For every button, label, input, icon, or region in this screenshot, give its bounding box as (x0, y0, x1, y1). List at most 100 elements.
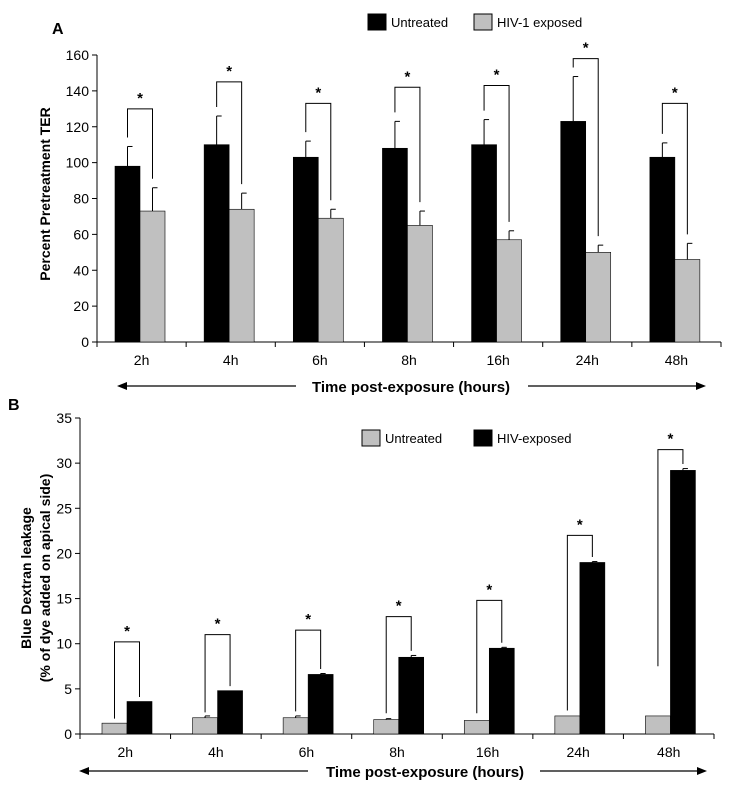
b-significance-label: * (396, 598, 402, 615)
a-significance-bracket (127, 108, 153, 179)
legend-label-untreated-b: Untreated (385, 431, 442, 446)
panel-a-legend: Untreated HIV-1 exposed (367, 13, 582, 31)
a-bar-s1 (203, 144, 230, 343)
panel-a-y-axis-label: Percent Pretreatment TER (37, 107, 53, 281)
panel-b-legend: Untreated HIV-exposed (361, 429, 571, 447)
b-bar-s1 (645, 715, 671, 735)
panel-b-label: B (8, 397, 20, 414)
panel-b-plot: 0 5 10 15 20 25 30 35 2h * 4h * 6h * 8h * 16h * 24h * 48h * (56, 410, 715, 760)
a-category-label: 6h (312, 352, 328, 368)
b-significance-bracket (657, 449, 684, 667)
b-significance-bracket (295, 629, 322, 712)
a-y-tick-label: 40 (73, 262, 89, 278)
b-y-tick-label: 5 (64, 681, 72, 697)
b-significance-label: * (305, 611, 311, 628)
b-significance-label: * (124, 623, 130, 640)
b-category-label: 24h (566, 744, 589, 760)
panel-b-y-axis-label-line-1: Blue Dextran leakage (18, 507, 34, 649)
b-category-label: 2h (117, 744, 133, 760)
b-category-label: 8h (389, 744, 405, 760)
legend-swatch-hiv-exposed-b (473, 429, 493, 447)
a-significance-label: * (226, 63, 232, 80)
a-bar-s2 (228, 208, 255, 343)
b-bar-s1 (282, 717, 309, 735)
a-category-label: 4h (223, 352, 239, 368)
a-y-tick-label: 80 (73, 191, 89, 207)
b-bar-s1 (192, 717, 218, 735)
b-y-tick-label: 20 (56, 545, 72, 561)
a-bar-s2 (674, 259, 701, 343)
a-significance-label: * (583, 40, 589, 57)
panel-a-label: A (52, 21, 64, 38)
b-significance-bracket (476, 599, 503, 714)
a-significance-label: * (405, 68, 411, 85)
b-significance-bracket (204, 634, 231, 713)
panel-b-time-arrow (79, 767, 707, 775)
legend-label-untreated: Untreated (391, 15, 448, 30)
legend-swatch-untreated-b (361, 429, 381, 447)
a-significance-bracket (661, 102, 688, 235)
b-y-tick-label: 35 (56, 410, 72, 426)
a-category-label: 2h (134, 352, 150, 368)
a-bar-s1 (471, 144, 497, 343)
b-bar-s2 (126, 701, 153, 735)
a-significance-bracket (394, 86, 421, 203)
a-bar-s2 (407, 225, 433, 343)
panel-a: A Percent Pretreatment TER Time post-exp… (37, 13, 722, 396)
b-bar-s1 (463, 720, 490, 735)
b-bar-s2 (488, 647, 515, 735)
legend-swatch-untreated (367, 13, 387, 31)
b-y-tick-label: 10 (56, 636, 72, 652)
a-significance-label: * (137, 90, 143, 107)
legend-swatch-hiv-exposed (473, 13, 493, 31)
a-bar-s2 (317, 217, 344, 343)
a-y-tick-label: 100 (66, 155, 90, 171)
a-significance-bracket (305, 102, 332, 201)
a-bar-s1 (560, 121, 587, 343)
a-bar-s1 (292, 156, 319, 343)
b-bar-s1 (373, 719, 400, 735)
a-bar-s2 (585, 252, 612, 343)
a-category-label: 16h (486, 352, 509, 368)
b-bar-s2 (579, 562, 606, 735)
panel-b-x-axis-label: Time post-exposure (hours) (326, 764, 524, 781)
a-bar-s2 (496, 239, 522, 343)
b-category-label: 16h (476, 744, 499, 760)
b-y-tick-label: 25 (56, 500, 72, 516)
a-y-tick-label: 60 (73, 226, 89, 242)
b-bar-s1 (554, 715, 581, 735)
b-bar-s2 (307, 674, 334, 735)
a-significance-label: * (494, 66, 500, 83)
b-significance-bracket (566, 534, 593, 711)
legend-label-hiv-exposed-b: HIV-exposed (497, 431, 571, 446)
b-significance-bracket (385, 616, 412, 714)
a-category-label: 24h (576, 352, 599, 368)
b-y-tick-label: 30 (56, 455, 72, 471)
a-bar-s1 (382, 147, 408, 343)
a-significance-label: * (315, 84, 321, 101)
a-y-tick-label: 0 (81, 334, 89, 350)
a-significance-bracket (216, 81, 243, 185)
b-significance-label: * (668, 431, 674, 448)
b-bar-s2 (398, 656, 425, 735)
b-category-label: 4h (208, 744, 224, 760)
a-y-tick-label: 140 (66, 83, 90, 99)
panel-b: B Blue Dextran leakage (% of dye added o… (8, 397, 715, 781)
b-category-label: 48h (657, 744, 680, 760)
b-significance-label: * (486, 581, 492, 598)
a-y-tick-label: 20 (73, 298, 89, 314)
panel-b-y-axis-label-line-2: (% of dye added on apical side) (37, 474, 53, 682)
panel-a-time-arrow (117, 382, 706, 390)
panel-a-x-axis-label: Time post-exposure (hours) (312, 379, 510, 396)
b-bar-s2 (217, 690, 243, 735)
a-significance-label: * (672, 84, 678, 101)
b-significance-label: * (577, 516, 583, 533)
a-y-tick-label: 160 (66, 47, 90, 63)
b-significance-bracket (114, 641, 140, 719)
a-y-tick-label: 120 (66, 119, 90, 135)
b-bar-s1 (101, 722, 128, 735)
legend-label-hiv-exposed: HIV-1 exposed (497, 15, 582, 30)
a-bar-s1 (649, 156, 676, 343)
a-category-label: 48h (665, 352, 688, 368)
